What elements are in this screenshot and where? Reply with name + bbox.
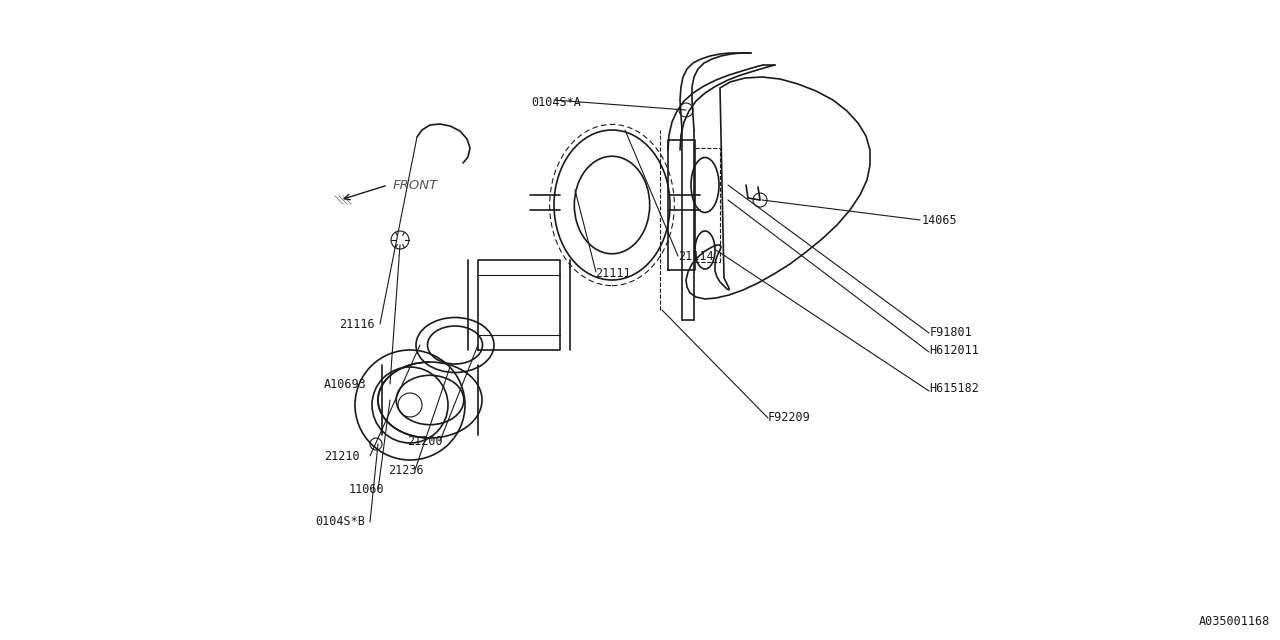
Text: 14065: 14065 <box>922 214 957 227</box>
Text: H615182: H615182 <box>929 382 979 395</box>
Text: 21116: 21116 <box>339 318 375 331</box>
Text: 11060: 11060 <box>348 483 384 496</box>
Text: F92209: F92209 <box>768 411 810 424</box>
Text: 21210: 21210 <box>324 450 360 463</box>
Text: F91801: F91801 <box>929 326 972 339</box>
Text: 21200: 21200 <box>407 435 443 448</box>
Text: 21114: 21114 <box>678 250 714 262</box>
Text: A10693: A10693 <box>324 378 366 390</box>
Text: 0104S*B: 0104S*B <box>315 515 365 528</box>
Text: 21236: 21236 <box>388 464 424 477</box>
Text: FRONT: FRONT <box>393 179 438 191</box>
Text: 0104S*A: 0104S*A <box>531 96 581 109</box>
Text: A035001168: A035001168 <box>1199 615 1270 628</box>
Text: H612011: H612011 <box>929 344 979 356</box>
Text: 21111: 21111 <box>595 268 631 280</box>
